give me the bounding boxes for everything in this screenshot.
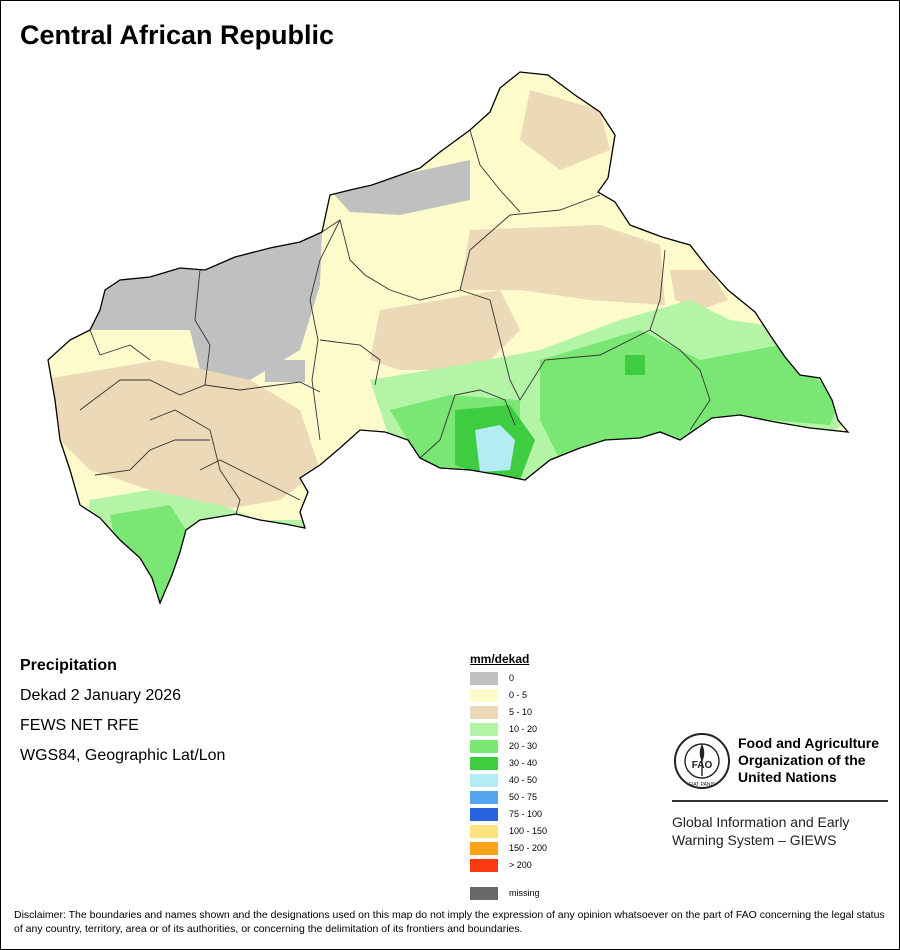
info-source: FEWS NET RFE [20, 717, 139, 734]
map-title: Central African Republic [20, 20, 335, 50]
legend-item: 75 - 100 [470, 808, 590, 821]
legend-swatch [470, 740, 498, 753]
legend-label: 5 - 10 [509, 707, 533, 717]
info-period: Dekad 2 January 2026 [20, 687, 181, 704]
legend-item: 40 - 50 [470, 774, 590, 787]
map-info: Precipitation Dekad 2 January 2026 FEWS … [20, 656, 225, 776]
legend-swatch [470, 689, 498, 702]
legend-swatch [470, 808, 498, 821]
legend-item: 50 - 75 [470, 791, 590, 804]
legend-label: 40 - 50 [509, 775, 538, 785]
fao-org-name: Food and Agriculture Organization of the… [738, 735, 880, 785]
legend-label: 10 - 20 [509, 724, 538, 734]
disclaimer: Disclaimer: The boundaries and names sho… [14, 909, 885, 935]
legend-item-missing: missing [470, 887, 590, 900]
legend-label: 0 [509, 673, 515, 683]
legend-label: 150 - 200 [509, 843, 548, 853]
giews-name: Global Information and Early Warning Sys… [672, 814, 850, 848]
legend-item: 100 - 150 [470, 825, 590, 838]
legend-item: 5 - 10 [470, 706, 590, 719]
legend-label: 0 - 5 [509, 690, 528, 700]
fao-emblem-icon: FAO FIAT PANIS [674, 733, 730, 789]
legend-label: 50 - 75 [509, 792, 538, 802]
legend-item: 10 - 20 [470, 723, 590, 736]
legend-swatch [470, 791, 498, 804]
legend-label: missing [509, 888, 540, 898]
fao-block: FAO FIAT PANIS Food and Agriculture Orga… [672, 732, 890, 852]
legend-item: 0 - 5 [470, 689, 590, 702]
legend-item: > 200 [470, 859, 590, 872]
legend-item: 0 [470, 672, 590, 685]
info-projection: WGS84, Geographic Lat/Lon [20, 747, 226, 764]
legend-title: mm/dekad [470, 652, 530, 666]
legend-swatch [470, 723, 498, 736]
rainfall-fill [48, 72, 848, 603]
legend-label: > 200 [509, 860, 532, 870]
legend-swatch [470, 859, 498, 872]
legend-swatch [470, 887, 498, 900]
legend-swatch [470, 757, 498, 770]
fao-divider [672, 800, 888, 802]
precipitation-map [47, 71, 849, 604]
fao-emblem-text: FAO [692, 760, 713, 771]
legend-item: 30 - 40 [470, 757, 590, 770]
legend-swatch [470, 672, 498, 685]
legend-swatch [470, 825, 498, 838]
legend-item: 20 - 30 [470, 740, 590, 753]
legend-swatch [470, 774, 498, 787]
legend-swatch [470, 706, 498, 719]
legend: mm/dekad 0 0 - 5 5 - 10 10 - 20 20 - 30 … [470, 652, 547, 900]
legend-label: 100 - 150 [509, 826, 548, 836]
legend-item: 150 - 200 [470, 842, 590, 855]
legend-swatch [470, 842, 498, 855]
legend-label: 75 - 100 [509, 809, 543, 819]
fao-motto: FIAT PANIS [689, 782, 716, 788]
legend-label: 20 - 30 [509, 741, 538, 751]
legend-label: 30 - 40 [509, 758, 538, 768]
info-heading: Precipitation [20, 657, 117, 674]
prefecture-boundaries [79, 129, 711, 515]
